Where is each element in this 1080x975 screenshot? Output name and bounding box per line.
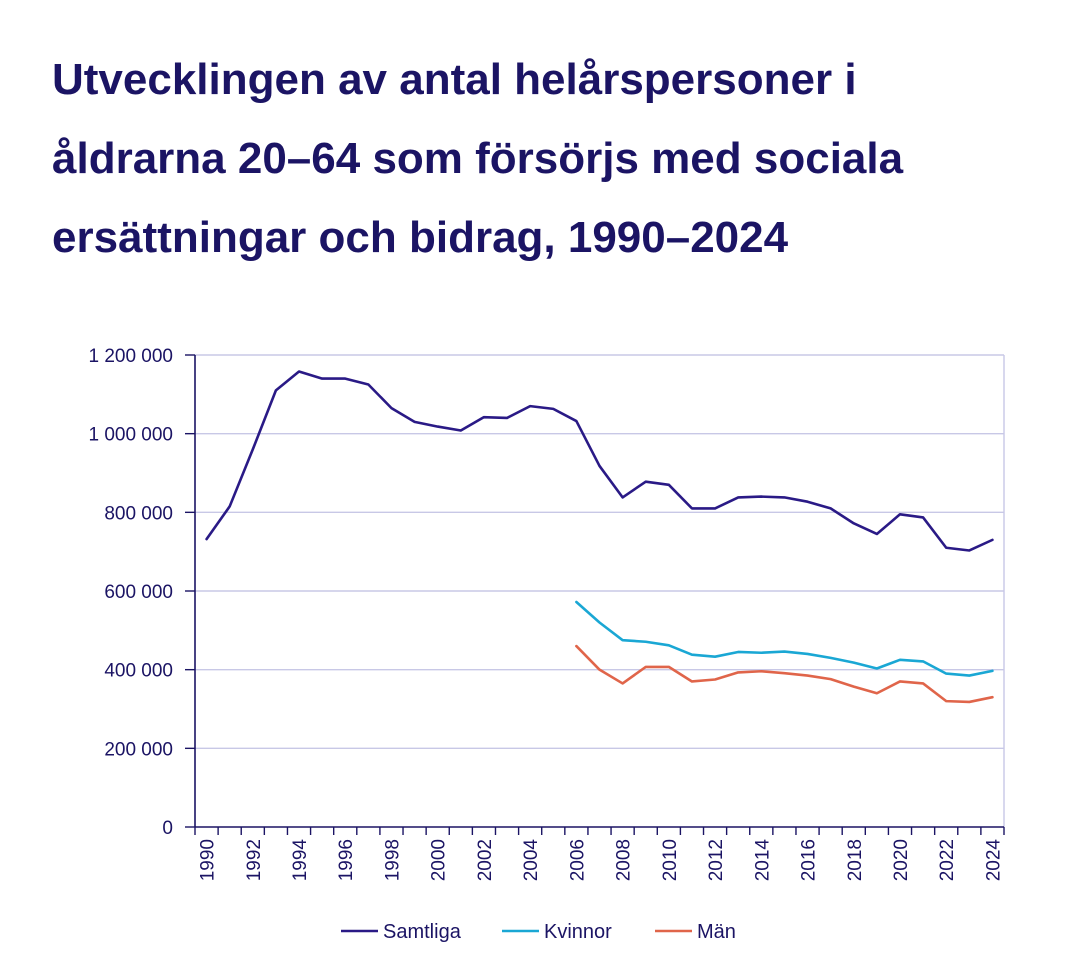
x-tick-label: 1996 — [336, 839, 357, 881]
x-tick-label: 2020 — [891, 839, 912, 881]
x-tick-label: 2008 — [614, 839, 635, 881]
y-tick-label: 0 — [162, 818, 173, 839]
x-tick-label: 2002 — [475, 839, 496, 881]
x-tick-label: 2024 — [983, 839, 1004, 882]
y-tick-label: 600 000 — [104, 582, 173, 603]
y-tick-label: 800 000 — [104, 503, 173, 524]
x-tick-label: 2006 — [567, 839, 588, 881]
y-tick-label: 1 200 000 — [88, 346, 173, 367]
x-tick-label: 2018 — [845, 839, 866, 881]
y-tick-labels: 0 200 000 400 000 600 000 800 000 1 000 000 1 … — [88, 346, 173, 839]
series-lines — [205, 370, 994, 704]
y-tick-label: 1 000 000 — [88, 425, 173, 446]
x-tick-label: 2016 — [799, 839, 820, 881]
x-tick-label: 2004 — [521, 839, 542, 882]
y-tick-label: 200 000 — [104, 739, 173, 760]
y-tick-label: 400 000 — [104, 661, 173, 682]
chart-title-line-3: ersättningar och bidrag, 1990–2024 — [52, 213, 789, 262]
legend: Samtliga Kvinnor Män — [341, 921, 736, 943]
x-tick-labels: 1990 1992 1994 1996 1998 2000 2002 2004 2006 2008… — [198, 839, 1005, 882]
legend-label: Samtliga — [383, 921, 462, 943]
axes — [185, 354, 1005, 835]
x-tick-label: 1992 — [244, 839, 265, 881]
legend-label: Kvinnor — [544, 921, 612, 943]
x-tick-label: 2010 — [660, 839, 681, 881]
grid-lines — [195, 354, 1005, 827]
x-tick-label: 1998 — [382, 839, 403, 881]
series-line-mn — [575, 644, 994, 704]
series-line-samtliga — [205, 370, 994, 552]
x-tick-label: 1990 — [198, 839, 219, 881]
legend-label: Män — [697, 921, 736, 943]
x-tick-label: 2014 — [752, 839, 773, 882]
x-tick-label: 2022 — [937, 839, 958, 881]
chart-title: Utvecklingen av antal helårspersoner i å… — [52, 40, 1042, 277]
series-line-kvinnor — [575, 600, 994, 677]
x-tick-label: 1994 — [290, 839, 311, 882]
chart-title-line-1: Utvecklingen av antal helårspersoner i — [52, 55, 857, 104]
chart-title-line-2: åldrarna 20–64 som försörjs med sociala — [52, 134, 904, 183]
x-tick-label: 2000 — [429, 839, 450, 881]
x-tick-label: 2012 — [706, 839, 727, 881]
